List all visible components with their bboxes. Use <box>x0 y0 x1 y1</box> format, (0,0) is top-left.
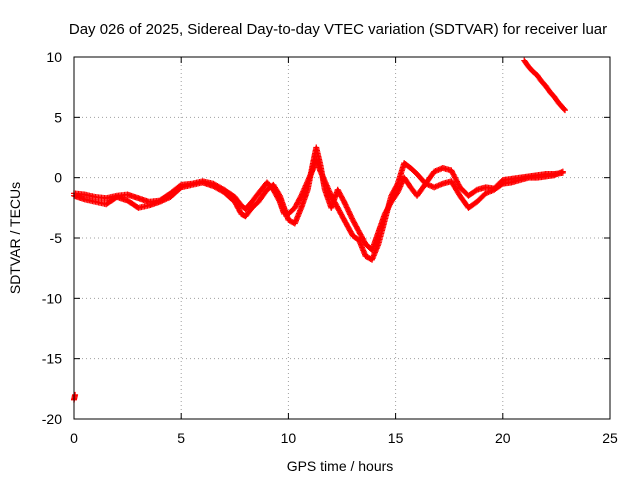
y-tick-label: 5 <box>54 109 62 125</box>
chart-title: Day 026 of 2025, Sidereal Day-to-day VTE… <box>69 21 607 38</box>
x-tick-label: 25 <box>602 430 618 446</box>
data-point <box>177 182 184 189</box>
x-axis-label: GPS time / hours <box>287 458 394 474</box>
x-tick-label: 20 <box>495 430 511 446</box>
plot-frame <box>73 56 611 420</box>
series-late-segment <box>521 57 568 114</box>
data-point <box>72 391 79 398</box>
series-start-outlier <box>71 391 79 403</box>
x-tick-label: 5 <box>177 430 185 446</box>
data-point <box>561 106 568 113</box>
data-points <box>71 57 568 403</box>
data-point <box>472 187 479 194</box>
data-point <box>561 107 568 114</box>
y-tick-label: -20 <box>42 411 62 427</box>
x-tick-label: 0 <box>70 430 78 446</box>
y-tick-label: -5 <box>50 230 63 246</box>
grid-lines <box>74 57 610 419</box>
series-band-b <box>71 156 566 263</box>
y-axis-label: SDTVAR / TECUs <box>7 182 23 294</box>
x-tick-label: 10 <box>281 430 297 446</box>
y-tick-label: 0 <box>54 170 62 186</box>
y-tick-label: -15 <box>42 351 62 367</box>
axis-ticks: 0 5 10 15 20 25 10 5 0 -5 -10 -15 -20 <box>42 49 618 446</box>
x-tick-label: 15 <box>388 430 404 446</box>
data-point <box>276 197 283 204</box>
data-point <box>394 182 401 189</box>
y-tick-label: 10 <box>46 49 62 65</box>
data-point <box>559 169 566 176</box>
y-tick-label: -10 <box>42 290 62 306</box>
